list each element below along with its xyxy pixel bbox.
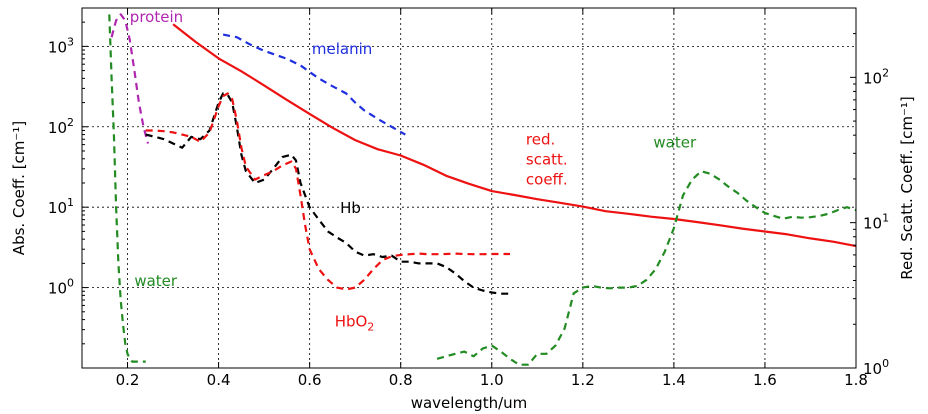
series-label-red-scatt-coeff: scatt. bbox=[526, 151, 568, 169]
x-tick-label: 0.6 bbox=[298, 371, 322, 389]
series-label-hb: Hb bbox=[340, 199, 361, 217]
x-tick-label: 0.2 bbox=[116, 371, 140, 389]
series-labels: red. scatt. coeff. melanin protein Hb HbO2 wate… bbox=[130, 8, 697, 333]
series-label-red-scatt-coeff: coeff. bbox=[526, 171, 568, 189]
y-left-axis-title: Abs. Coeff. [cm⁻¹] bbox=[10, 121, 28, 255]
y-right-axis-title: Red. Scatt. Coeff. [cm⁻¹] bbox=[898, 96, 916, 280]
series-label-water: water bbox=[653, 134, 697, 152]
series-line-hbo bbox=[145, 92, 510, 291]
y-left-tick-label: 100 bbox=[48, 277, 74, 298]
x-tick-label: 1.0 bbox=[480, 371, 504, 389]
series-label-red-scatt-coeff: red. bbox=[526, 131, 555, 149]
series-label-melanin: melanin bbox=[312, 40, 372, 58]
plot-frame bbox=[81, 7, 857, 369]
series-line-hb bbox=[145, 92, 510, 295]
x-tick-label: 1.6 bbox=[753, 371, 777, 389]
y-right-tick-label: 102 bbox=[863, 66, 889, 87]
series-label-water: water bbox=[134, 272, 178, 290]
x-tick-label: 0.4 bbox=[207, 371, 231, 389]
x-tick-label: 1.2 bbox=[571, 371, 595, 389]
series-label-hbo2: HbO2 bbox=[335, 312, 375, 333]
y-right-tick-label: 101 bbox=[863, 212, 889, 233]
series-line-melanin bbox=[222, 33, 406, 136]
series-line-protein bbox=[110, 13, 150, 144]
x-tick-label: 1.8 bbox=[844, 371, 868, 389]
series-line-red-scatt-coeff bbox=[172, 23, 857, 248]
x-axis-title: wavelength/um bbox=[411, 394, 528, 412]
series-line-water bbox=[108, 14, 146, 363]
y-left-tick-label: 103 bbox=[48, 35, 74, 56]
y-left-tick-label: 102 bbox=[48, 116, 74, 137]
series-line-water bbox=[436, 170, 857, 366]
series-lines bbox=[108, 13, 857, 366]
x-tick-label: 0.8 bbox=[389, 371, 413, 389]
y-right-tick-label: 100 bbox=[863, 357, 889, 378]
series-label-protein: protein bbox=[130, 8, 183, 26]
grid-lines bbox=[82, 8, 857, 368]
x-tick-label: 1.4 bbox=[662, 371, 686, 389]
y-left-tick-label: 101 bbox=[48, 196, 74, 217]
axis-ticks: 0.2 0.4 0.6 0.8 1.0 1.2 1.4 1.6 1.81001011021031… bbox=[48, 7, 889, 389]
